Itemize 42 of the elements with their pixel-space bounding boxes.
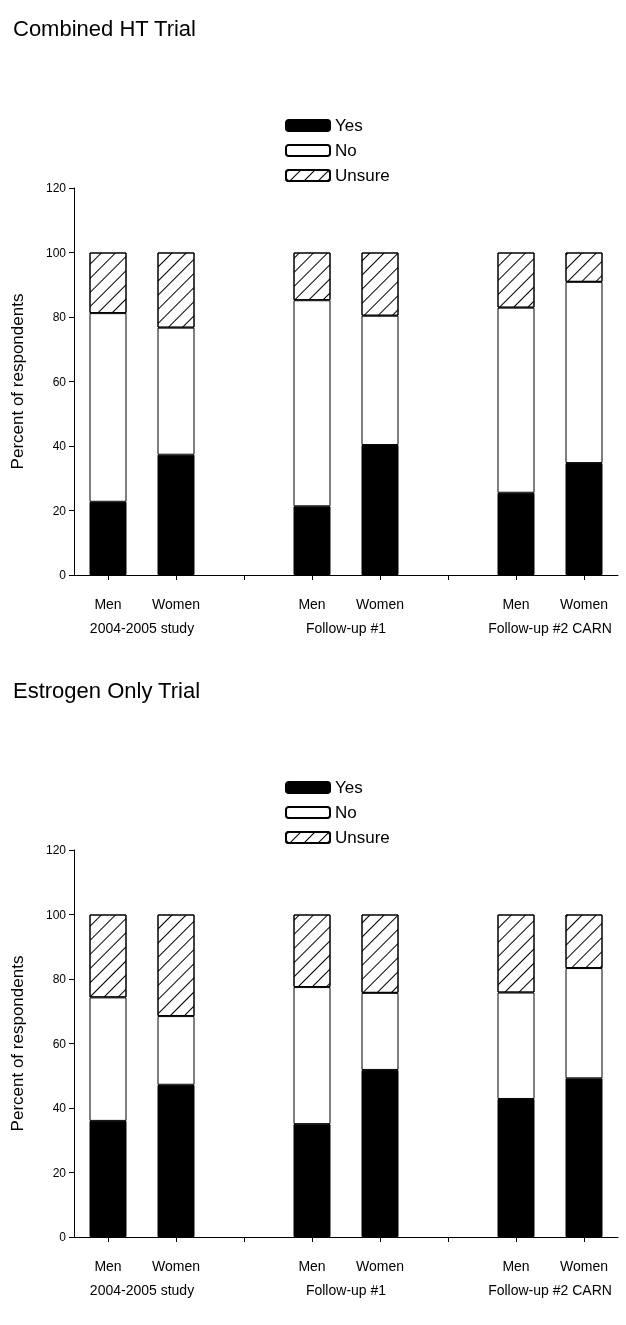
x-tick-label: Men [94,1258,122,1274]
x-tick-label: Women [560,596,608,612]
x-tick-label: Men [502,596,530,612]
y-tick-label: 40 [52,439,67,453]
x-tick-label: Women [356,1258,404,1274]
y-tick-label: 100 [45,245,67,260]
chart-title: Combined HT Trial [13,15,196,41]
x-tick-label: Men [298,596,326,612]
legend-label: No [335,141,357,160]
text: Follow-up #2 CARN [488,1282,612,1298]
y-axis-title: Percent of respondents [8,955,27,1132]
x-tick-label: Women [152,1258,200,1274]
y-tick-label: 100 [45,907,67,922]
legend-label: Yes [335,116,363,135]
text: Follow-up #2 CARN [488,620,612,636]
chart-title: Estrogen Only Trial [13,677,201,703]
x-tick-label: Men [94,596,122,612]
y-tick-label: 20 [52,503,67,518]
text: Follow-up #1 [305,620,387,636]
y-axis-title: Percent of respondents [8,293,27,470]
legend-label: Yes [335,778,363,797]
legend-label: Unsure [335,828,390,847]
y-tick-label: 20 [52,1165,67,1180]
x-tick-label: Women [356,596,404,612]
legend-label: Unsure [335,166,390,185]
legend-label: No [335,803,357,822]
y-tick-label: 60 [52,374,67,389]
x-tick-label: Men [298,1258,326,1274]
x-tick-label: Men [502,1258,530,1274]
text: Follow-up #1 [305,1282,387,1298]
text: 2004-2005 study [89,620,195,636]
y-tick-label: 120 [45,181,67,195]
y-tick-label: 0 [59,568,67,582]
y-tick-label: 60 [52,1036,67,1051]
text: 2004-2005 study [89,1282,195,1298]
y-tick-label: 40 [52,1101,67,1115]
x-tick-label: Women [152,596,200,612]
y-tick-label: 80 [52,310,67,324]
y-tick-label: 80 [52,972,67,986]
y-tick-label: 0 [59,1230,67,1244]
x-tick-label: Women [560,1258,608,1274]
y-tick-label: 120 [45,843,67,857]
